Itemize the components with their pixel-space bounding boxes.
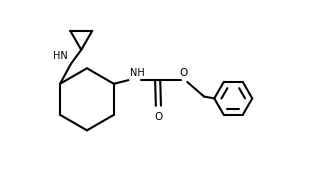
Text: HN: HN	[53, 51, 68, 61]
Text: O: O	[180, 68, 188, 78]
Text: O: O	[154, 112, 163, 122]
Text: NH: NH	[130, 68, 145, 78]
